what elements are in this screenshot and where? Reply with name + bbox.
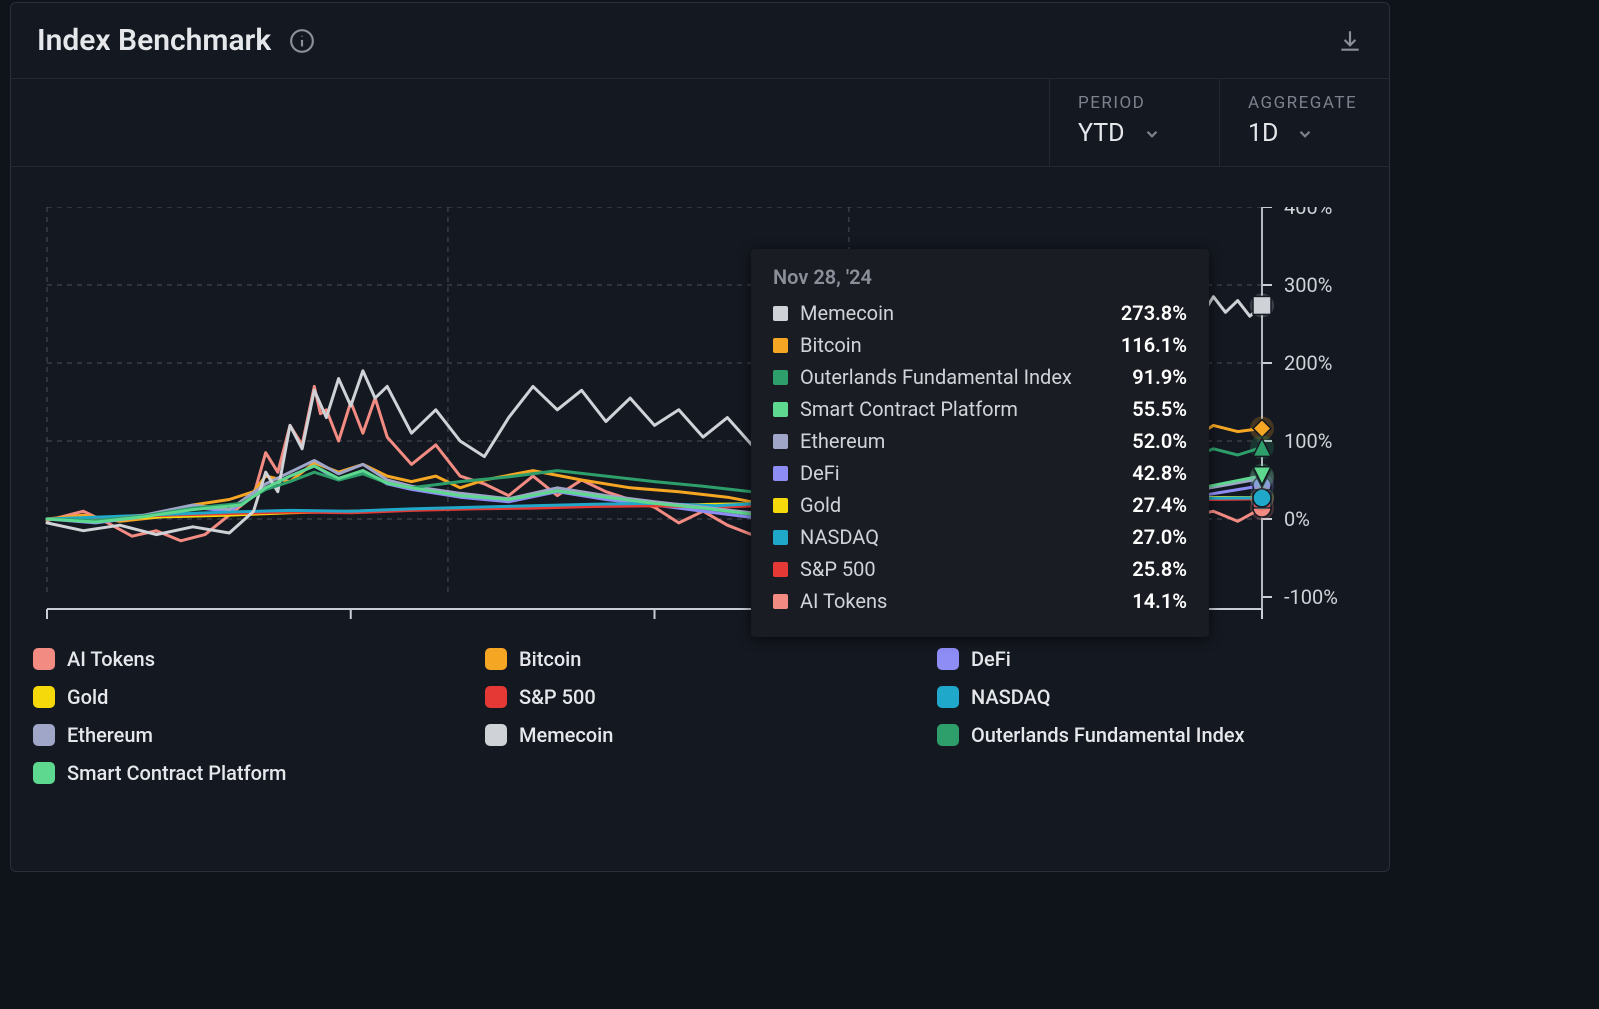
widget-header: Index Benchmark [11,3,1389,79]
title-wrap: Index Benchmark [37,23,315,58]
tooltip-swatch [773,530,788,545]
tooltip-series-name: DeFi [800,461,1132,485]
tooltip-date: Nov 28, '24 [773,265,1187,289]
tooltip-swatch [773,434,788,449]
tooltip-series-value: 27.0% [1132,525,1187,549]
tooltip-series-name: Gold [800,493,1132,517]
tooltip-series-value: 27.4% [1132,493,1187,517]
tooltip-series-value: 273.8% [1121,301,1187,325]
info-icon[interactable] [289,28,315,54]
tooltip-swatch [773,594,788,609]
tooltip-row: NASDAQ27.0% [773,521,1187,553]
legend-item-ai-tokens[interactable]: AI Tokens [27,643,469,675]
legend-swatch [937,724,959,746]
legend-item-bitcoin[interactable]: Bitcoin [479,643,921,675]
chart-legend: AI Tokens Bitcoin DeFi Gold S&P 500 NASDAQ Eth… [11,627,1389,789]
legend-swatch [937,686,959,708]
index-benchmark-widget: Index Benchmark PERIOD YTD AGGREGATE [10,2,1390,872]
period-value: YTD [1078,119,1125,148]
svg-text:100%: 100% [1284,429,1332,453]
legend-label: NASDAQ [971,685,1051,709]
chart-tooltip: Nov 28, '24 Memecoin273.8%Bitcoin116.1%O… [751,249,1209,637]
legend-label: Outerlands Fundamental Index [971,723,1245,747]
legend-swatch [33,648,55,670]
controls-row: PERIOD YTD AGGREGATE 1D [11,79,1389,167]
aggregate-value-row[interactable]: 1D [1248,119,1361,148]
tooltip-row: S&P 50025.8% [773,553,1187,585]
aggregate-value: 1D [1248,119,1278,148]
tooltip-series-value: 116.1% [1121,333,1187,357]
tooltip-row: Gold27.4% [773,489,1187,521]
tooltip-row: DeFi42.8% [773,457,1187,489]
tooltip-series-value: 91.9% [1132,365,1187,389]
legend-item-gold[interactable]: Gold [27,681,469,713]
legend-swatch [33,686,55,708]
tooltip-row: Outerlands Fundamental Index91.9% [773,361,1187,393]
tooltip-row: Memecoin273.8% [773,297,1187,329]
legend-label: Memecoin [519,723,613,747]
tooltip-swatch [773,338,788,353]
period-control[interactable]: PERIOD YTD [1049,79,1219,166]
tooltip-series-name: Outerlands Fundamental Index [800,365,1132,389]
period-label: PERIOD [1078,93,1191,113]
legend-label: Ethereum [67,723,153,747]
svg-text:-100%: -100% [1284,585,1338,609]
tooltip-series-value: 52.0% [1132,429,1187,453]
chevron-down-icon [1296,125,1314,143]
legend-label: Bitcoin [519,647,581,671]
tooltip-row: Bitcoin116.1% [773,329,1187,361]
tooltip-series-name: Smart Contract Platform [800,397,1132,421]
legend-swatch [33,762,55,784]
tooltip-series-name: Memecoin [800,301,1121,325]
tooltip-series-name: Bitcoin [800,333,1121,357]
tooltip-series-name: AI Tokens [800,589,1132,613]
tooltip-swatch [773,370,788,385]
tooltip-swatch [773,466,788,481]
tooltip-series-value: 55.5% [1132,397,1187,421]
aggregate-control[interactable]: AGGREGATE 1D [1219,79,1389,166]
tooltip-swatch [773,306,788,321]
legend-label: Gold [67,685,108,709]
legend-item-ethereum[interactable]: Ethereum [27,719,469,751]
legend-item-defi[interactable]: DeFi [931,643,1373,675]
legend-item-outerlands[interactable]: Outerlands Fundamental Index [931,719,1373,751]
legend-label: DeFi [971,647,1011,671]
chevron-down-icon [1143,125,1161,143]
tooltip-series-value: 42.8% [1132,461,1187,485]
svg-text:0%: 0% [1284,507,1310,531]
legend-label: Smart Contract Platform [67,761,286,785]
tooltip-series-value: 25.8% [1132,557,1187,581]
tooltip-swatch [773,402,788,417]
tooltip-row: Smart Contract Platform55.5% [773,393,1187,425]
tooltip-row: AI Tokens14.1% [773,585,1187,617]
legend-swatch [937,648,959,670]
download-icon[interactable] [1337,28,1363,54]
legend-swatch [485,648,507,670]
tooltip-series-name: NASDAQ [800,525,1132,549]
legend-item-memecoin[interactable]: Memecoin [479,719,921,751]
legend-item-sp500[interactable]: S&P 500 [479,681,921,713]
legend-label: S&P 500 [519,685,596,709]
tooltip-swatch [773,498,788,513]
legend-label: AI Tokens [67,647,155,671]
legend-swatch [485,686,507,708]
svg-text:200%: 200% [1284,351,1332,375]
chart-area[interactable]: Jan 1Apr 10-100%0%100%200%300%400% Nov 2… [11,167,1389,627]
tooltip-row: Ethereum52.0% [773,425,1187,457]
period-value-row[interactable]: YTD [1078,119,1191,148]
legend-item-nasdaq[interactable]: NASDAQ [931,681,1373,713]
svg-text:300%: 300% [1284,273,1332,297]
svg-text:400%: 400% [1284,207,1332,219]
widget-title: Index Benchmark [37,23,271,58]
tooltip-series-name: S&P 500 [800,557,1132,581]
tooltip-swatch [773,562,788,577]
tooltip-series-name: Ethereum [800,429,1132,453]
aggregate-label: AGGREGATE [1248,93,1361,113]
legend-swatch [485,724,507,746]
legend-item-smart-contract[interactable]: Smart Contract Platform [27,757,469,789]
tooltip-series-value: 14.1% [1132,589,1187,613]
legend-swatch [33,724,55,746]
